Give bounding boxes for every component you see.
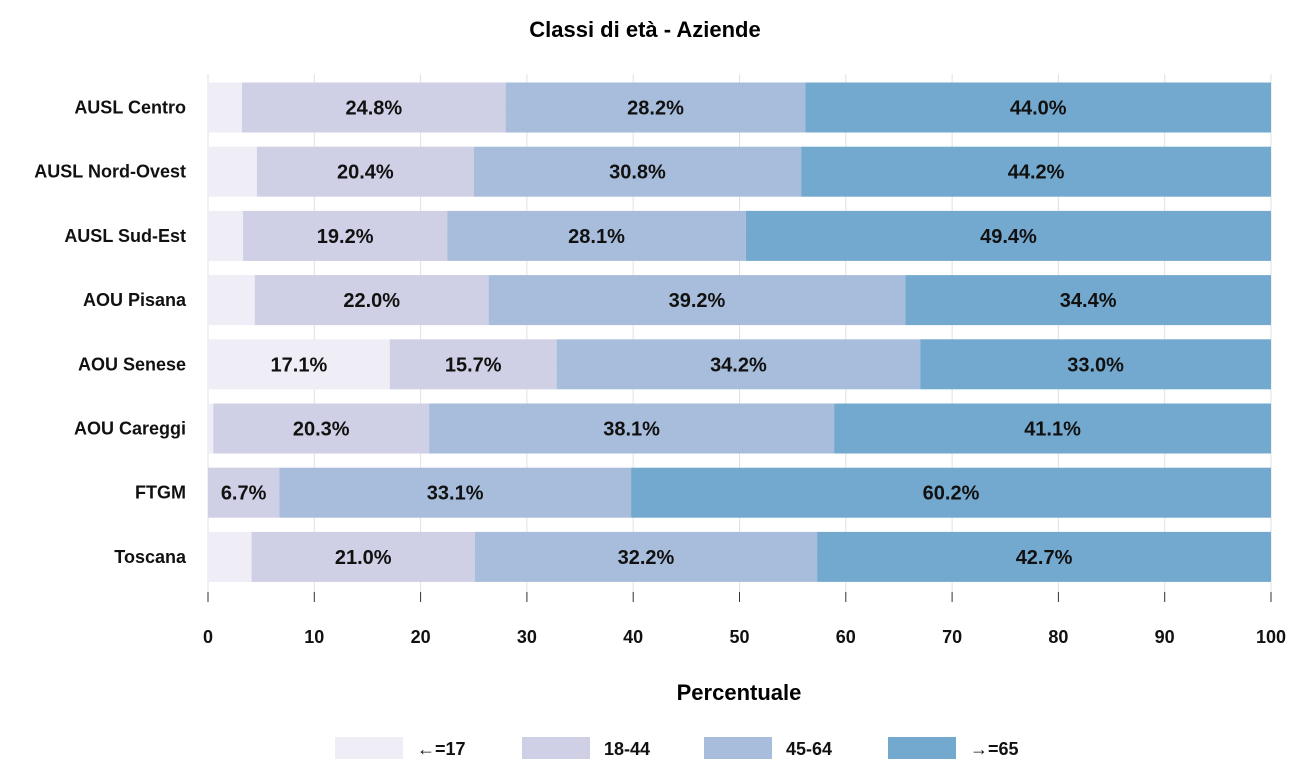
x-tick-label: 10 (304, 627, 324, 647)
legend-label: ←=17 (417, 739, 466, 759)
bar-segment (473, 146, 802, 197)
bar-value-label: 44.2% (1008, 162, 1065, 184)
bar-value-label: 19.2% (317, 226, 374, 248)
legend-label: 18-44 (604, 739, 650, 759)
bar-value-label: 28.2% (627, 98, 684, 120)
bar-value-label: 34.2% (710, 354, 767, 376)
bar-value-label: 60.2% (923, 483, 980, 505)
bar-value-label: 44.0% (1010, 98, 1067, 120)
x-tick-label: 40 (623, 627, 643, 647)
x-tick-label: 100 (1256, 627, 1286, 647)
chart-title: Classi di età - Aziende (529, 17, 760, 42)
bar-value-label: 33.0% (1067, 354, 1124, 376)
x-tick-label: 70 (942, 627, 962, 647)
bar-value-label: 32.2% (618, 547, 675, 569)
category-label: AUSL Nord-Ovest (34, 162, 186, 182)
bar-value-label: 38.1% (603, 419, 660, 441)
bar-segment (242, 82, 506, 133)
category-axis: AUSL Centro AUSL Nord-Ovest AUSL Sud-Est AO… (34, 98, 187, 567)
bar-segment (251, 531, 475, 582)
bar-segment (208, 467, 280, 518)
legend-swatch (335, 737, 403, 759)
bar-segment (208, 531, 252, 582)
bar-segment (208, 146, 257, 197)
category-label: FTGM (135, 483, 186, 503)
bar-segment (631, 467, 1271, 518)
bar-segment (279, 467, 632, 518)
x-tick-label: 60 (836, 627, 856, 647)
bar-segment (745, 210, 1271, 261)
bar-value-label: 21.0% (335, 547, 392, 569)
x-axis-title: Percentuale (677, 680, 802, 705)
bar-segment (817, 531, 1271, 582)
x-axis: 0 10 20 30 40 50 60 70 80 90 100 (203, 592, 1286, 647)
category-label: AUSL Sud-Est (64, 226, 186, 246)
legend-swatch (522, 737, 590, 759)
bar-segment (208, 82, 243, 133)
bar-segment (243, 210, 448, 261)
bar-segment (208, 275, 255, 326)
bar-segment (801, 146, 1271, 197)
bar-value-label: 20.3% (293, 419, 350, 441)
bar-segment (488, 275, 906, 326)
bar-value-label: 20.4% (337, 162, 394, 184)
category-label: AOU Careggi (74, 419, 186, 439)
bar-value-label: 33.1% (427, 483, 484, 505)
x-tick-label: 80 (1048, 627, 1068, 647)
legend-label: 45-64 (786, 739, 832, 759)
bar-segment (505, 82, 806, 133)
legend-swatch (704, 737, 772, 759)
bar-segment (208, 210, 244, 261)
bar-segment (254, 275, 489, 326)
bar-segment (208, 339, 390, 390)
bar-value-label: 6.7% (221, 483, 267, 505)
legend: ←=17 18-44 45-64 →=65 (335, 737, 1019, 759)
bar-series-layer: 24.8% 28.2% 44.0% 20.4% 30.8% 44.2% 19.2% 28.1%… (208, 82, 1271, 582)
x-tick-label: 50 (729, 627, 749, 647)
bar-value-label: 15.7% (445, 354, 502, 376)
category-label: AOU Pisana (83, 290, 187, 310)
bar-segment (905, 275, 1271, 326)
bar-segment (920, 339, 1271, 390)
x-tick-label: 0 (203, 627, 213, 647)
bar-value-label: 17.1% (271, 354, 328, 376)
bar-segment (208, 403, 214, 454)
bar-value-label: 49.4% (980, 226, 1037, 248)
category-label: Toscana (114, 547, 187, 567)
bar-segment (834, 403, 1271, 454)
bar-segment (389, 339, 557, 390)
bar-segment (429, 403, 835, 454)
bar-value-label: 42.7% (1016, 547, 1073, 569)
legend-label: →=65 (970, 739, 1019, 759)
legend-swatch (888, 737, 956, 759)
bar-segment (213, 403, 430, 454)
bar-value-label: 41.1% (1024, 419, 1081, 441)
bar-value-label: 34.4% (1060, 290, 1117, 312)
bar-segment (447, 210, 746, 261)
x-tick-label: 30 (517, 627, 537, 647)
bar-value-label: 39.2% (669, 290, 726, 312)
bar-value-label: 24.8% (345, 98, 402, 120)
bar-segment (556, 339, 921, 390)
category-label: AOU Senese (78, 354, 186, 374)
category-label: AUSL Centro (74, 98, 186, 118)
x-tick-label: 20 (411, 627, 431, 647)
bar-value-label: 30.8% (609, 162, 666, 184)
bar-value-label: 22.0% (343, 290, 400, 312)
bar-segment (474, 531, 818, 582)
bar-segment (256, 146, 474, 197)
x-tick-label: 90 (1155, 627, 1175, 647)
bar-value-label: 28.1% (568, 226, 625, 248)
bar-segment (805, 82, 1271, 133)
